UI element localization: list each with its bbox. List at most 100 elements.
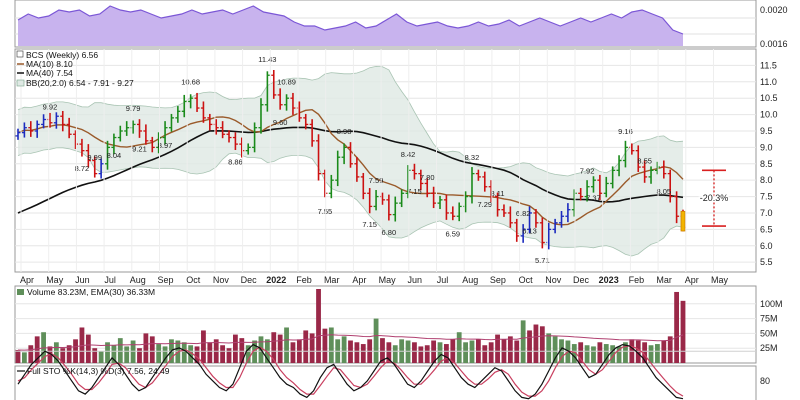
ohlc-bar (539, 217, 545, 249)
x-axis-label: Dec (573, 275, 590, 285)
annotation-label: -20.3% (700, 193, 729, 203)
x-axis-label: Oct (519, 275, 534, 285)
volume-bar (431, 340, 437, 363)
price-ytick-label: 6.0 (760, 241, 773, 251)
volume-bar (117, 338, 123, 363)
legend-title: BCS (Weekly) 6.56 (26, 50, 98, 60)
current-week-bar (680, 210, 686, 232)
volume-bar (507, 336, 513, 363)
x-axis-label: Apr (685, 275, 699, 285)
volume-bar (233, 334, 238, 363)
price-label: 5.71 (535, 256, 550, 265)
ohlc-bar (507, 206, 513, 228)
volume-bar (482, 345, 488, 363)
ohlc-bar (399, 189, 405, 208)
volume-bar (21, 352, 27, 363)
legend-bb: BB(20,2.0) 6.54 - 7.91 - 9.27 (26, 78, 134, 88)
volume-bar (207, 342, 213, 363)
ohlc-bar (661, 160, 667, 179)
volume-bar (290, 342, 296, 363)
volume-bar (111, 345, 117, 363)
ohlc-bar (309, 119, 315, 147)
ohlc-bar (667, 169, 673, 203)
volume-bar (360, 344, 366, 363)
ohlc-bar (303, 113, 309, 130)
ohlc-bar (15, 128, 21, 140)
x-axis-label: Apr (20, 275, 34, 285)
ohlc-bar (341, 143, 347, 165)
sto-ytick-label: 80 (760, 376, 770, 386)
volume-ytick-label: 25M (760, 343, 778, 353)
x-axis-label: Aug (462, 275, 478, 285)
price-label: 8.11 (491, 189, 505, 198)
volume-bar (539, 326, 545, 363)
top-ytick-label: 0.0020 (760, 5, 788, 15)
ohlc-bar (136, 119, 142, 138)
volume-ytick-label: 100M (760, 299, 783, 309)
ohlc-bar (584, 180, 590, 202)
volume-bar (674, 291, 680, 363)
price-ytick-label: 8.0 (760, 175, 773, 185)
volume-bar (520, 320, 526, 363)
ohlc-bar (79, 138, 85, 157)
volume-bar (623, 342, 628, 363)
volume-bar (15, 349, 21, 363)
ohlc-bar (443, 194, 449, 220)
volume-ytick-label: 75M (760, 314, 778, 324)
volume-bar (201, 330, 206, 363)
ohlc-bar (495, 192, 501, 217)
volume-bar (642, 342, 648, 363)
volume-bar (188, 345, 194, 363)
ohlc-bar (533, 209, 539, 228)
volume-bar (469, 340, 475, 363)
ohlc-bar (105, 140, 111, 170)
ohlc-bar (456, 202, 462, 222)
ohlc-bar (424, 178, 430, 198)
price-label: 8.55 (637, 156, 652, 165)
volume-bar (424, 345, 430, 363)
ohlc-bar (207, 113, 213, 131)
volume-bar (444, 344, 449, 363)
volume-bar (463, 342, 468, 363)
ohlc-bar (252, 122, 258, 153)
stochastic-legend: Full STO %K(14,3) %D(3) 7.56, 24.49 (27, 366, 170, 376)
ohlc-bar (603, 176, 609, 198)
x-axis-label: 2023 (599, 275, 619, 285)
x-axis-label: Mar (656, 275, 672, 285)
volume-bar (386, 342, 392, 363)
volume-bar (66, 345, 72, 363)
ohlc-bar (316, 134, 322, 181)
volume-bar (348, 340, 353, 363)
price-label: 8.32 (465, 153, 480, 162)
ohlc-bar (200, 101, 206, 123)
ohlc-bar (354, 157, 360, 182)
ohlc-bar (162, 121, 168, 145)
ohlc-bar (124, 121, 130, 136)
volume-bar (316, 289, 321, 363)
ohlc-bar (559, 211, 565, 228)
ohlc-bar (284, 94, 290, 111)
x-axis-label: Aug (130, 275, 146, 285)
volume-bar (284, 327, 289, 363)
volume-bar (610, 345, 616, 363)
volume-bar (252, 340, 257, 363)
volume-bar (635, 340, 641, 363)
volume-bar (405, 340, 411, 363)
volume-bar (181, 342, 187, 363)
ohlc-bar (226, 130, 232, 143)
price-label: 6.13 (522, 226, 537, 235)
ohlc-bar (335, 150, 341, 187)
ohlc-bar (360, 172, 366, 200)
legend-ma10: MA(10) 8.10 (26, 59, 73, 69)
volume-bar (680, 300, 686, 363)
ohlc-bar (411, 163, 417, 180)
legend-swatch-bcs (16, 50, 24, 58)
volume-bar (309, 333, 315, 363)
ohlc-bar (450, 206, 456, 221)
ohlc-bar (143, 124, 149, 145)
price-label: 7.29 (477, 200, 492, 209)
price-label: 6.80 (382, 228, 397, 237)
ohlc-bar (232, 132, 238, 151)
x-axis-label: Nov (213, 275, 230, 285)
price-panel: 9.92 8.72 9.99 8.04 9.79 9.21 8.97 10.68 8.86 11.… (14, 48, 778, 285)
